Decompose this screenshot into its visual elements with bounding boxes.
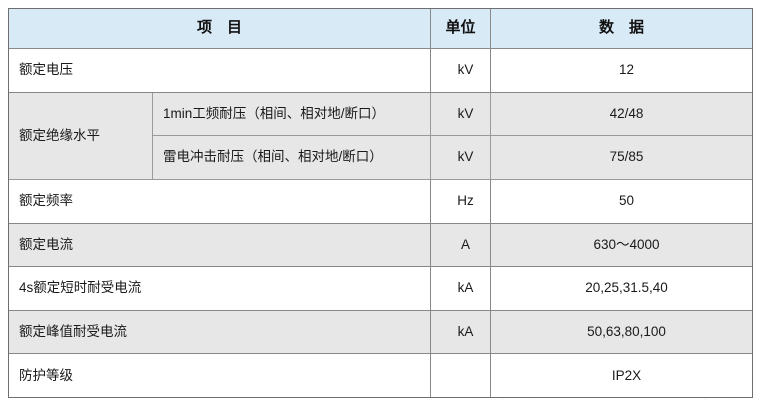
row-label-rated-insulation-level: 额定绝缘水平 — [8, 91, 153, 180]
row-unit-peak-withstand-current: kA — [430, 309, 492, 355]
row-unit-rated-voltage: kV — [430, 48, 492, 93]
column-header-unit: 单位 — [430, 8, 492, 49]
table-row: 雷电冲击耐压（相间、相对地/断口） kV 75/85 — [9, 135, 754, 180]
row-value-protection-degree: IP2X — [490, 353, 754, 398]
row-value-rated-voltage: 12 — [490, 48, 754, 93]
spec-table-container: 项 目 单位 数 据 额定电压 kV 12 额定绝缘水平 1min工频耐压（相间… — [7, 8, 754, 398]
row-label-rated-current: 额定电流 — [7, 222, 432, 268]
subrow-unit-power-frequency-withstand: kV — [430, 91, 492, 137]
row-label-peak-withstand-current: 额定峰值耐受电流 — [7, 309, 432, 355]
table-header-row: 项 目 单位 数 据 — [7, 8, 754, 49]
row-unit-protection-degree — [430, 353, 492, 398]
row-unit-rated-current: A — [430, 222, 492, 268]
column-header-data: 数 据 — [490, 8, 754, 49]
table-row: 防护等级 IP2X — [7, 353, 754, 398]
row-unit-short-time-withstand-current: kA — [430, 266, 492, 311]
row-label-protection-degree: 防护等级 — [7, 353, 432, 398]
column-header-item: 项 目 — [7, 8, 432, 49]
row-label-rated-voltage: 额定电压 — [7, 48, 432, 93]
table-row: 额定电流 A 630～4000 — [7, 222, 754, 268]
row-label-rated-frequency: 额定频率 — [7, 178, 432, 224]
row-value-rated-frequency: 50 — [490, 178, 754, 224]
table-row: 额定频率 Hz 50 — [7, 178, 754, 224]
table-row: 额定绝缘水平 1min工频耐压（相间、相对地/断口） kV 42/48 — [8, 91, 754, 180]
row-unit-rated-frequency: Hz — [430, 178, 492, 224]
row-label-short-time-withstand-current: 4s额定短时耐受电流 — [7, 266, 432, 311]
subrow-unit-lightning-impulse-withstand: kV — [430, 135, 492, 180]
row-value-peak-withstand-current: 50,63,80,100 — [490, 309, 754, 355]
subrow-value-power-frequency-withstand: 42/48 — [490, 91, 754, 137]
subrow-label-power-frequency-withstand: 1min工频耐压（相间、相对地/断口） — [151, 91, 432, 137]
subrow-value-lightning-impulse-withstand: 75/85 — [490, 135, 754, 180]
subrow-label-lightning-impulse-withstand: 雷电冲击耐压（相间、相对地/断口） — [151, 135, 432, 180]
table-row: 额定峰值耐受电流 kA 50,63,80,100 — [7, 309, 754, 355]
row-value-short-time-withstand-current: 20,25,31.5,40 — [490, 266, 754, 311]
table-row: 额定电压 kV 12 — [7, 48, 754, 93]
row-value-rated-current: 630～4000 — [490, 222, 754, 268]
table-row: 4s额定短时耐受电流 kA 20,25,31.5,40 — [7, 266, 754, 311]
technical-specification-table: 项 目 单位 数 据 额定电压 kV 12 额定绝缘水平 1min工频耐压（相间… — [7, 8, 754, 398]
